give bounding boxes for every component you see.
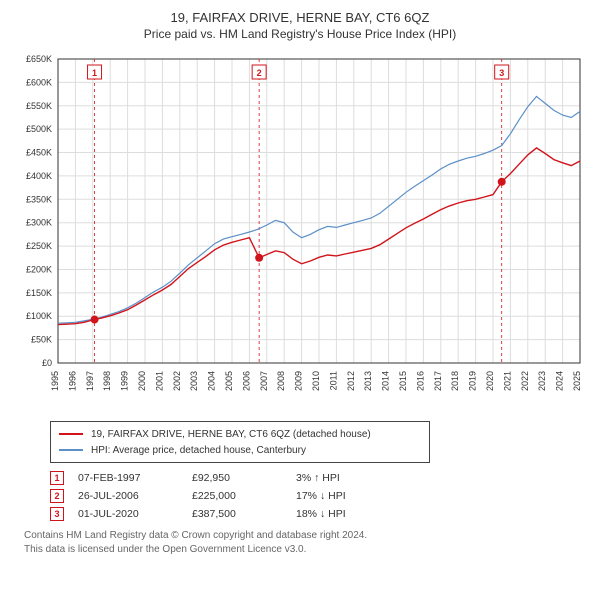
svg-text:2018: 2018	[450, 371, 460, 391]
svg-text:£650K: £650K	[26, 54, 52, 64]
svg-text:2006: 2006	[241, 371, 251, 391]
chart-title: 19, FAIRFAX DRIVE, HERNE BAY, CT6 6QZ	[12, 10, 588, 25]
legend-item-hpi: HPI: Average price, detached house, Cant…	[59, 442, 421, 458]
svg-text:2004: 2004	[207, 371, 217, 391]
line-chart: £0 £50K £100K £150K £200K £250K £300K £350K £400…	[12, 51, 588, 411]
svg-text:2013: 2013	[363, 371, 373, 391]
legend-swatch-2	[59, 449, 83, 451]
sale-date: 01-JUL-2020	[78, 508, 178, 520]
sale-delta: 3% ↑ HPI	[296, 472, 416, 484]
sale-row: 3 01-JUL-2020 £387,500 18% ↓ HPI	[50, 507, 588, 521]
caption-line-1: Contains HM Land Registry data © Crown c…	[24, 529, 588, 543]
svg-text:£500K: £500K	[26, 124, 52, 134]
sale-row: 1 07-FEB-1997 £92,950 3% ↑ HPI	[50, 471, 588, 485]
svg-text:2017: 2017	[433, 371, 443, 391]
svg-text:2: 2	[257, 68, 262, 78]
svg-text:2022: 2022	[520, 371, 530, 391]
sale-marker-icon: 3	[50, 507, 64, 521]
sale-price: £225,000	[192, 490, 282, 502]
svg-text:2001: 2001	[154, 371, 164, 391]
svg-text:£550K: £550K	[26, 101, 52, 111]
sale-price: £387,500	[192, 508, 282, 520]
svg-text:£350K: £350K	[26, 194, 52, 204]
sale-row: 2 26-JUL-2006 £225,000 17% ↓ HPI	[50, 489, 588, 503]
svg-text:2019: 2019	[468, 371, 478, 391]
svg-text:1995: 1995	[50, 371, 60, 391]
svg-text:1997: 1997	[85, 371, 95, 391]
svg-text:2015: 2015	[398, 371, 408, 391]
svg-text:2007: 2007	[259, 371, 269, 391]
svg-text:£300K: £300K	[26, 218, 52, 228]
chart-subtitle: Price paid vs. HM Land Registry's House …	[12, 27, 588, 41]
svg-text:2016: 2016	[415, 371, 425, 391]
svg-text:3: 3	[499, 68, 504, 78]
svg-text:2011: 2011	[328, 371, 338, 390]
legend-label-2: HPI: Average price, detached house, Cant…	[91, 445, 306, 456]
caption: Contains HM Land Registry data © Crown c…	[24, 529, 588, 556]
legend-box: 19, FAIRFAX DRIVE, HERNE BAY, CT6 6QZ (d…	[50, 421, 430, 463]
sale-price: £92,950	[192, 472, 282, 484]
svg-text:£400K: £400K	[26, 171, 52, 181]
svg-text:2021: 2021	[502, 371, 512, 391]
svg-text:£600K: £600K	[26, 77, 52, 87]
caption-line-2: This data is licensed under the Open Gov…	[24, 543, 588, 557]
svg-text:2012: 2012	[346, 371, 356, 391]
svg-text:2024: 2024	[555, 371, 565, 391]
sale-date: 07-FEB-1997	[78, 472, 178, 484]
svg-text:£450K: £450K	[26, 148, 52, 158]
svg-text:2005: 2005	[224, 371, 234, 391]
svg-text:2010: 2010	[311, 371, 321, 391]
svg-text:£100K: £100K	[26, 311, 52, 321]
svg-text:2014: 2014	[381, 371, 391, 391]
svg-text:£150K: £150K	[26, 288, 52, 298]
svg-text:1996: 1996	[67, 371, 77, 391]
svg-text:2000: 2000	[137, 371, 147, 391]
legend-label-1: 19, FAIRFAX DRIVE, HERNE BAY, CT6 6QZ (d…	[91, 429, 371, 440]
svg-text:£250K: £250K	[26, 241, 52, 251]
svg-text:2023: 2023	[537, 371, 547, 391]
sale-events: 1 07-FEB-1997 £92,950 3% ↑ HPI 2 26-JUL-2006 £…	[50, 471, 588, 521]
svg-text:1: 1	[92, 68, 97, 78]
sale-delta: 17% ↓ HPI	[296, 490, 416, 502]
svg-text:2008: 2008	[276, 371, 286, 391]
svg-text:2003: 2003	[189, 371, 199, 391]
svg-text:£50K: £50K	[31, 335, 52, 345]
svg-text:2009: 2009	[294, 371, 304, 391]
sale-marker-icon: 1	[50, 471, 64, 485]
sale-delta: 18% ↓ HPI	[296, 508, 416, 520]
legend-swatch-1	[59, 433, 83, 435]
sale-marker-icon: 2	[50, 489, 64, 503]
chart-area: £0 £50K £100K £150K £200K £250K £300K £350K £400…	[12, 51, 588, 411]
svg-text:1999: 1999	[120, 371, 130, 391]
svg-text:2002: 2002	[172, 371, 182, 391]
legend-item-price-paid: 19, FAIRFAX DRIVE, HERNE BAY, CT6 6QZ (d…	[59, 426, 421, 442]
svg-text:£0: £0	[42, 358, 52, 368]
svg-text:1998: 1998	[102, 371, 112, 391]
sale-date: 26-JUL-2006	[78, 490, 178, 502]
svg-text:2025: 2025	[572, 371, 582, 391]
svg-text:2020: 2020	[485, 371, 495, 391]
svg-text:£200K: £200K	[26, 264, 52, 274]
chart-container: 19, FAIRFAX DRIVE, HERNE BAY, CT6 6QZ Pr…	[0, 0, 600, 566]
